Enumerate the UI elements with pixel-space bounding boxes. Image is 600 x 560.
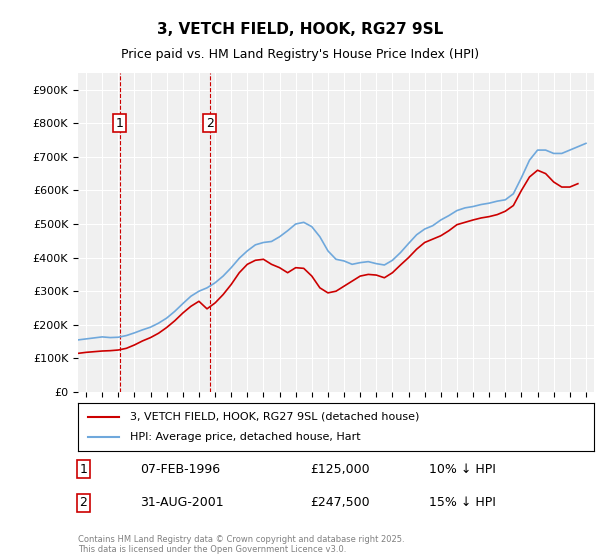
Text: 3, VETCH FIELD, HOOK, RG27 9SL (detached house): 3, VETCH FIELD, HOOK, RG27 9SL (detached…	[130, 412, 419, 422]
Text: 15% ↓ HPI: 15% ↓ HPI	[429, 496, 496, 509]
Text: £125,000: £125,000	[310, 463, 370, 476]
Text: 10% ↓ HPI: 10% ↓ HPI	[429, 463, 496, 476]
Text: 1: 1	[79, 463, 87, 476]
Text: £247,500: £247,500	[310, 496, 370, 509]
Text: 1: 1	[116, 116, 124, 130]
Text: 3, VETCH FIELD, HOOK, RG27 9SL: 3, VETCH FIELD, HOOK, RG27 9SL	[157, 22, 443, 38]
Text: HPI: Average price, detached house, Hart: HPI: Average price, detached house, Hart	[130, 432, 360, 442]
Text: Contains HM Land Registry data © Crown copyright and database right 2025.
This d: Contains HM Land Registry data © Crown c…	[78, 535, 404, 554]
Text: Price paid vs. HM Land Registry's House Price Index (HPI): Price paid vs. HM Land Registry's House …	[121, 48, 479, 60]
Text: 07-FEB-1996: 07-FEB-1996	[140, 463, 220, 476]
Text: 2: 2	[79, 496, 87, 509]
Text: 2: 2	[206, 116, 214, 130]
Text: 31-AUG-2001: 31-AUG-2001	[140, 496, 224, 509]
